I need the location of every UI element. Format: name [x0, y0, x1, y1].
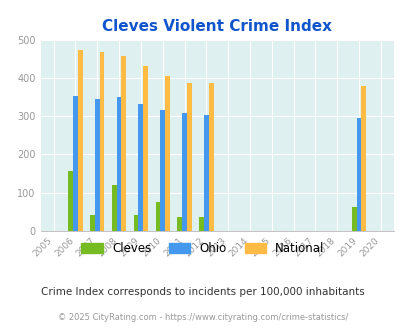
Bar [121, 56, 126, 231]
Bar [68, 171, 73, 231]
Bar [160, 111, 165, 231]
Bar [198, 217, 203, 231]
Bar [356, 118, 360, 231]
Bar [100, 52, 104, 231]
Title: Cleves Violent Crime Index: Cleves Violent Crime Index [102, 19, 331, 34]
Bar [203, 115, 208, 231]
Bar [90, 214, 95, 231]
Bar [177, 217, 182, 231]
Bar [165, 76, 169, 231]
Bar [351, 207, 356, 231]
Bar [182, 113, 186, 231]
Bar [186, 83, 191, 231]
Bar [78, 50, 83, 231]
Bar [208, 83, 213, 231]
Bar [155, 202, 160, 231]
Bar [116, 97, 121, 231]
Legend: Cleves, Ohio, National: Cleves, Ohio, National [77, 237, 328, 260]
Bar [143, 66, 148, 231]
Bar [360, 86, 365, 231]
Text: Crime Index corresponds to incidents per 100,000 inhabitants: Crime Index corresponds to incidents per… [41, 287, 364, 297]
Bar [133, 214, 138, 231]
Text: © 2025 CityRating.com - https://www.cityrating.com/crime-statistics/: © 2025 CityRating.com - https://www.city… [58, 313, 347, 322]
Bar [138, 104, 143, 231]
Bar [73, 96, 78, 231]
Bar [95, 99, 100, 231]
Bar [112, 185, 116, 231]
